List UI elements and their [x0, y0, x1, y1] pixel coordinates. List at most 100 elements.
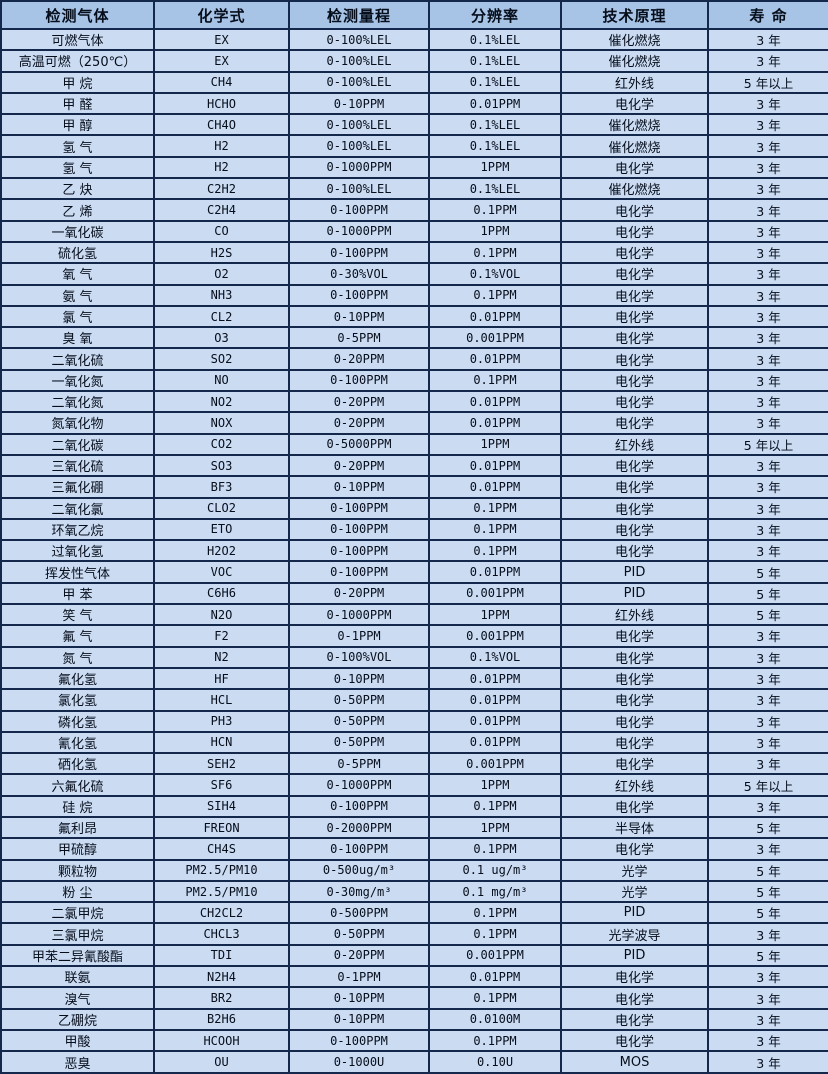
cell-resolution: 0.01PPM	[428, 390, 562, 414]
table-row: 氮 气 N2 0-100%VOL 0.1%VOL 电化学 3 年	[0, 645, 828, 669]
table-row: 笑 气 N2O 0-1000PPM 1PPM 红外线 5 年	[0, 603, 828, 627]
cell-chemical-formula: O2	[153, 262, 290, 286]
cell-detected-gas: 二氧化氮	[0, 390, 155, 414]
cell-chemical-formula: N2H4	[153, 965, 290, 989]
cell-detected-gas: 氯化氢	[0, 688, 155, 712]
table-row: 可燃气体 EX 0-100%LEL 0.1%LEL 催化燃烧 3 年	[0, 27, 828, 52]
cell-detected-gas: 环氧乙烷	[0, 517, 155, 542]
cell-detection-range: 0-10PPM	[288, 986, 430, 1010]
cell-technical-principle: 电化学	[560, 368, 709, 393]
cell-technical-principle: 电化学	[560, 794, 709, 818]
cell-detection-range: 0-10PPM	[288, 666, 430, 691]
cell-technical-principle: 电化学	[560, 752, 709, 776]
cell-detected-gas: 甲硫醇	[0, 837, 155, 861]
cell-chemical-formula: B2H6	[153, 1007, 290, 1031]
cell-resolution: 1PPM	[428, 155, 562, 180]
table-row: 氢 气 H2 0-100%LEL 0.1%LEL 催化燃烧 3 年	[0, 134, 828, 158]
cell-resolution: 0.01PPM	[428, 560, 562, 584]
cell-chemical-formula: SO3	[153, 453, 290, 478]
table-row: 氮氧化物 NOX 0-20PPM 0.01PPM 电化学 3 年	[0, 411, 828, 435]
table-row: 恶臭 OU 0-1000U 0.10U MOS 3 年	[0, 1050, 828, 1074]
cell-resolution: 0.1PPM	[428, 496, 562, 520]
cell-technical-principle: 电化学	[560, 965, 709, 989]
table-row: 氯化氢 HCL 0-50PPM 0.01PPM 电化学 3 年	[0, 688, 828, 712]
cell-lifespan: 5 年	[707, 943, 828, 968]
cell-lifespan: 3 年	[707, 752, 828, 776]
cell-resolution: 1PPM	[428, 432, 562, 456]
cell-resolution: 0.01PPM	[428, 666, 562, 691]
cell-detected-gas: 甲 醛	[0, 91, 155, 116]
cell-chemical-formula: H2O2	[153, 539, 290, 563]
cell-lifespan: 3 年	[707, 27, 828, 52]
cell-resolution: 0.1PPM	[428, 517, 562, 542]
cell-technical-principle: 电化学	[560, 326, 709, 350]
table-row: 甲酸 HCOOH 0-100PPM 0.1PPM 电化学 3 年	[0, 1028, 828, 1053]
cell-lifespan: 3 年	[707, 262, 828, 286]
cell-resolution: 0.01PPM	[428, 453, 562, 478]
cell-technical-principle: 电化学	[560, 624, 709, 648]
cell-detected-gas: 甲 醇	[0, 113, 155, 137]
cell-lifespan: 3 年	[707, 304, 828, 329]
table-row: 硫化氢 H2S 0-100PPM 0.1PPM 电化学 3 年	[0, 240, 828, 265]
table-row: 颗粒物 PM2.5/PM10 0-500ug/m³ 0.1 ug/m³ 光学 5 年	[0, 858, 828, 882]
table-row: 一氧化氮 NO 0-100PPM 0.1PPM 电化学 3 年	[0, 368, 828, 393]
cell-detected-gas: 磷化氢	[0, 709, 155, 733]
cell-detection-range: 0-10PPM	[288, 475, 430, 499]
cell-technical-principle: 电化学	[560, 517, 709, 542]
cell-chemical-formula: C2H4	[153, 198, 290, 222]
cell-chemical-formula: C6H6	[153, 581, 290, 606]
cell-detection-range: 0-100%LEL	[288, 70, 430, 94]
table-row: 乙 烯 C2H4 0-100PPM 0.1PPM 电化学 3 年	[0, 198, 828, 222]
cell-technical-principle: PID	[560, 560, 709, 584]
cell-lifespan: 3 年	[707, 837, 828, 861]
cell-lifespan: 3 年	[707, 1028, 828, 1053]
cell-technical-principle: 电化学	[560, 986, 709, 1010]
cell-detection-range: 0-1PPM	[288, 624, 430, 648]
cell-lifespan: 5 年	[707, 879, 828, 904]
cell-detection-range: 0-20PPM	[288, 390, 430, 414]
header-detected-gas: 检测气体	[0, 0, 155, 30]
cell-chemical-formula: HF	[153, 666, 290, 691]
cell-technical-principle: 光学	[560, 858, 709, 882]
cell-resolution: 0.1PPM	[428, 368, 562, 393]
cell-detection-range: 0-100PPM	[288, 560, 430, 584]
cell-resolution: 0.1PPM	[428, 794, 562, 818]
cell-detected-gas: 甲酸	[0, 1028, 155, 1053]
cell-detected-gas: 过氧化氢	[0, 539, 155, 563]
cell-resolution: 0.01PPM	[428, 475, 562, 499]
cell-detection-range: 0-1000PPM	[288, 603, 430, 627]
cell-chemical-formula: H2S	[153, 240, 290, 265]
table-row: 二氧化碳 CO2 0-5000PPM 1PPM 红外线 5 年以上	[0, 432, 828, 456]
cell-lifespan: 3 年	[707, 645, 828, 669]
cell-detected-gas: 笑 气	[0, 603, 155, 627]
table-row: 氯 气 CL2 0-10PPM 0.01PPM 电化学 3 年	[0, 304, 828, 329]
cell-chemical-formula: CH4S	[153, 837, 290, 861]
cell-technical-principle: 电化学	[560, 730, 709, 755]
cell-technical-principle: 电化学	[560, 347, 709, 371]
cell-lifespan: 3 年	[707, 326, 828, 350]
cell-lifespan: 5 年	[707, 581, 828, 606]
cell-detected-gas: 臭 氧	[0, 326, 155, 350]
table-row: 过氧化氢 H2O2 0-100PPM 0.1PPM 电化学 3 年	[0, 539, 828, 563]
cell-technical-principle: 光学波导	[560, 922, 709, 946]
cell-resolution: 1PPM	[428, 219, 562, 243]
cell-chemical-formula: HCL	[153, 688, 290, 712]
cell-chemical-formula: HCN	[153, 730, 290, 755]
cell-chemical-formula: VOC	[153, 560, 290, 584]
cell-resolution: 0.001PPM	[428, 581, 562, 606]
cell-technical-principle: 电化学	[560, 155, 709, 180]
cell-detection-range: 0-100%LEL	[288, 27, 430, 52]
cell-detection-range: 0-1000PPM	[288, 155, 430, 180]
cell-detected-gas: 二氧化碳	[0, 432, 155, 456]
cell-lifespan: 3 年	[707, 390, 828, 414]
cell-resolution: 0.1%LEL	[428, 49, 562, 73]
cell-resolution: 0.1 mg/m³	[428, 879, 562, 904]
cell-lifespan: 3 年	[707, 475, 828, 499]
table-row: 二氧化氯 CLO2 0-100PPM 0.1PPM 电化学 3 年	[0, 496, 828, 520]
cell-detected-gas: 氟 气	[0, 624, 155, 648]
cell-lifespan: 3 年	[707, 134, 828, 158]
cell-detection-range: 0-20PPM	[288, 943, 430, 968]
cell-chemical-formula: NO	[153, 368, 290, 393]
cell-detection-range: 0-20PPM	[288, 581, 430, 606]
cell-technical-principle: 光学	[560, 879, 709, 904]
